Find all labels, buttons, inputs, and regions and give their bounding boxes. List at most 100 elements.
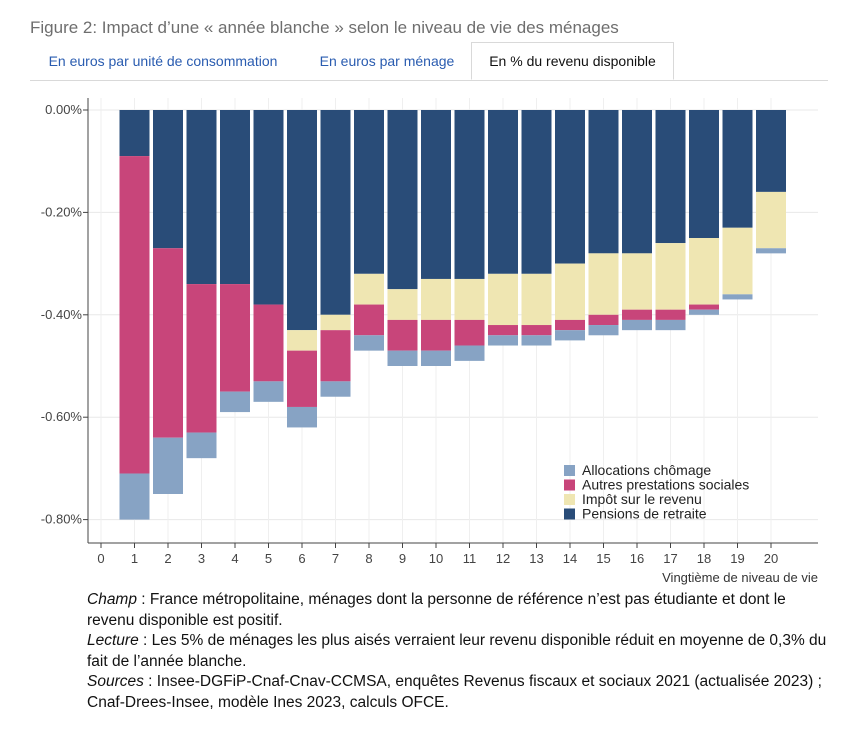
legend-label: Autres prestations sociales bbox=[582, 477, 749, 493]
bar-segment-allocations bbox=[220, 391, 250, 413]
x-tick-label: 14 bbox=[563, 551, 577, 566]
x-tick-label: 6 bbox=[298, 551, 305, 566]
bar-segment-allocations bbox=[186, 432, 217, 459]
y-tick-label: -0.40% bbox=[41, 307, 83, 322]
x-tick-label: 2 bbox=[164, 551, 171, 566]
bar-segment-impot bbox=[454, 278, 485, 320]
bar-segment-pensions bbox=[220, 110, 250, 285]
x-tick-label: 3 bbox=[198, 551, 205, 566]
tab-euros-per-uc[interactable]: En euros par unité de consommation bbox=[48, 53, 278, 69]
bar-segment-impot bbox=[320, 314, 351, 331]
bar-segment-pensions bbox=[655, 110, 686, 244]
bar-segment-impot bbox=[387, 289, 418, 320]
bar-segment-allocations bbox=[689, 309, 719, 315]
bar-segment-allocations bbox=[387, 350, 418, 366]
tab-euros-per-household[interactable]: En euros par ménage bbox=[319, 53, 455, 69]
bar-segment-allocations bbox=[756, 248, 786, 254]
x-tick-label: 13 bbox=[529, 551, 543, 566]
bar-segment-impot bbox=[689, 238, 719, 305]
bar-segment-impot bbox=[622, 253, 652, 310]
bar-segment-prestations bbox=[387, 319, 418, 351]
bar-segment-prestations bbox=[119, 156, 150, 474]
bar-segment-prestations bbox=[287, 350, 317, 407]
bar-segment-pensions bbox=[689, 110, 719, 238]
x-axis-ticks: 0 1 2 3 4 5 6 7 8 9 10 11 12 13 14 15 16 17 18 19 20 bbox=[97, 543, 778, 566]
x-tick-label: 17 bbox=[663, 551, 677, 566]
bar-segment-allocations bbox=[354, 335, 384, 351]
bar-segment-impot bbox=[354, 273, 384, 305]
legend-swatch bbox=[564, 465, 575, 476]
x-tick-label: 11 bbox=[463, 551, 477, 566]
bar-segment-prestations bbox=[320, 330, 351, 382]
bar-segment-prestations bbox=[253, 304, 284, 382]
bar-segment-prestations bbox=[186, 284, 217, 433]
legend-label: Impôt sur le revenu bbox=[582, 491, 702, 507]
legend-swatch bbox=[564, 508, 575, 520]
bar-segment-pensions bbox=[153, 110, 183, 249]
x-axis-label: Vingtième de niveau de vie bbox=[662, 570, 818, 585]
bar-segment-prestations bbox=[689, 304, 719, 310]
bars bbox=[119, 110, 786, 520]
bar-segment-impot bbox=[421, 278, 451, 320]
bar-segment-pensions bbox=[119, 110, 150, 157]
lecture-label: Lecture bbox=[87, 632, 139, 649]
bar-segment-allocations bbox=[521, 335, 552, 346]
bar-segment-allocations bbox=[722, 294, 753, 300]
legend-label: Allocations chômage bbox=[582, 462, 711, 478]
bar-segment-pensions bbox=[521, 110, 552, 274]
bar-segment-pensions bbox=[421, 110, 451, 279]
bar-segment-pensions bbox=[354, 110, 384, 274]
x-tick-label: 15 bbox=[596, 551, 610, 566]
x-tick-label: 5 bbox=[265, 551, 272, 566]
x-tick-label: 19 bbox=[730, 551, 744, 566]
bar-segment-pensions bbox=[186, 110, 217, 285]
bar-segment-allocations bbox=[655, 319, 686, 331]
tab-percent-income[interactable]: En % du revenu disponible bbox=[471, 42, 674, 80]
bar-segment-allocations bbox=[622, 319, 652, 331]
bar-segment-impot bbox=[588, 253, 619, 315]
x-tick-label: 16 bbox=[630, 551, 644, 566]
lecture-text: : Les 5% de ménages les plus aisés verra… bbox=[87, 632, 827, 670]
figure-title: Figure 2: Impact d’une « année blanche »… bbox=[30, 18, 619, 37]
bar-segment-allocations bbox=[454, 345, 485, 361]
bar-segment-pensions bbox=[320, 110, 351, 315]
bar-segment-impot bbox=[756, 191, 786, 249]
bar-segment-pensions bbox=[454, 110, 485, 279]
sources-label: Sources bbox=[87, 673, 144, 690]
bar-segment-allocations bbox=[287, 406, 317, 428]
bar-segment-prestations bbox=[421, 319, 451, 351]
bar-segment-prestations bbox=[454, 319, 485, 346]
bar-segment-impot bbox=[521, 273, 552, 326]
bar-segment-allocations bbox=[488, 335, 518, 346]
bar-segment-allocations bbox=[320, 381, 351, 397]
bar-segment-prestations bbox=[153, 248, 183, 438]
sources-text: : Insee-DGFiP-Cnaf-Cnav-CCMSA, enquêtes … bbox=[87, 673, 822, 711]
tab-bar: En euros par unité de consommation En eu… bbox=[30, 42, 828, 81]
y-tick-label: 0.00% bbox=[45, 102, 82, 117]
bar-segment-pensions bbox=[287, 110, 317, 331]
x-tick-label: 8 bbox=[365, 551, 372, 566]
x-tick-label: 0 bbox=[97, 551, 104, 566]
bar-segment-pensions bbox=[622, 110, 652, 254]
bar-segment-prestations bbox=[488, 325, 518, 336]
bar-segment-allocations bbox=[119, 473, 150, 520]
bar-segment-allocations bbox=[153, 437, 183, 494]
figure-notes: Champ : France métropolitaine, ménages d… bbox=[87, 590, 832, 713]
x-tick-label: 20 bbox=[764, 551, 778, 566]
y-axis-ticks: 0.00% -0.20% -0.40% -0.60% -0.80% bbox=[41, 102, 88, 527]
bar-segment-impot bbox=[655, 243, 686, 310]
bar-segment-allocations bbox=[588, 325, 619, 336]
bar-segment-pensions bbox=[588, 110, 619, 254]
bar-segment-prestations bbox=[354, 304, 384, 336]
bar-segment-prestations bbox=[555, 319, 585, 331]
bar-segment-prestations bbox=[220, 284, 250, 392]
x-tick-label: 18 bbox=[697, 551, 711, 566]
x-tick-label: 7 bbox=[332, 551, 339, 566]
bar-segment-prestations bbox=[521, 325, 552, 336]
bar-segment-pensions bbox=[555, 110, 585, 264]
bar-segment-impot bbox=[555, 263, 585, 320]
bar-segment-prestations bbox=[588, 314, 619, 326]
bar-segment-pensions bbox=[387, 110, 418, 290]
